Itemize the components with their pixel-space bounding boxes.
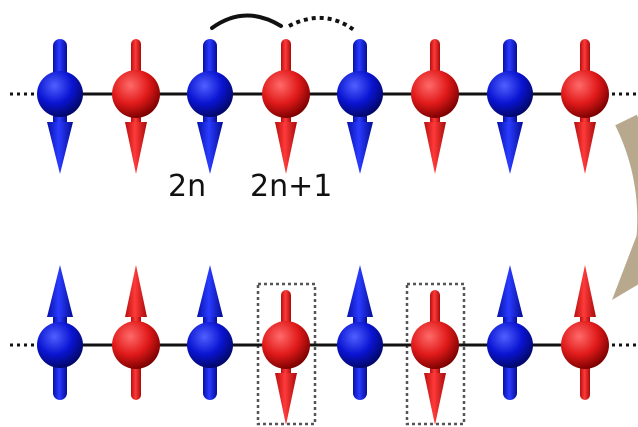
curved-transition-arrow-icon: [615, 114, 638, 257]
top-chain: [10, 39, 638, 174]
atom-sphere: [337, 71, 383, 117]
atom-sphere: [487, 71, 533, 117]
even-site: [37, 265, 83, 400]
odd-site: [112, 39, 160, 174]
atom-sphere: [262, 321, 310, 369]
atom-sphere: [337, 322, 383, 368]
spin-down-arrow-icon: [275, 122, 297, 174]
atom-sphere: [561, 70, 609, 118]
odd-site: [262, 39, 310, 174]
spin-up-arrow-icon: [125, 265, 147, 317]
even-site: [337, 265, 383, 400]
even-site: [187, 39, 233, 174]
transition-arrow: [612, 114, 638, 300]
atom-sphere: [262, 70, 310, 118]
atom-sphere: [112, 70, 160, 118]
spin-down-arrow-icon: [275, 373, 297, 425]
spin-down-arrow-icon: [424, 122, 446, 174]
spin-down-arrow-icon: [574, 122, 596, 174]
flipped-spin-box: [405, 282, 466, 426]
hopping-arc-icon: [210, 13, 283, 30]
odd-site: [262, 290, 310, 425]
spin-up-arrow-icon: [347, 265, 373, 317]
spin-down-arrow-icon: [497, 122, 523, 174]
spin-up-arrow-icon: [197, 265, 223, 317]
atom-sphere: [487, 322, 533, 368]
odd-site: [561, 39, 609, 174]
even-site: [487, 39, 533, 174]
spin-up-arrow-icon: [497, 265, 523, 317]
spin-down-arrow-icon: [47, 122, 73, 174]
spin-down-arrow-icon: [424, 373, 446, 425]
transition-arrowhead: [612, 232, 638, 300]
spin-up-arrow-icon: [47, 265, 73, 317]
odd-site: [112, 265, 160, 400]
atom-sphere: [37, 71, 83, 117]
spin-up-arrow-icon: [574, 265, 596, 317]
spin-down-arrow-icon: [197, 122, 223, 174]
site-label-2n-plus-1: 2n+1: [250, 169, 332, 204]
even-site: [37, 39, 83, 174]
atom-sphere: [411, 70, 459, 118]
atom-sphere: [187, 71, 233, 117]
spin-down-arrow-icon: [347, 122, 373, 174]
site-label-2n: 2n: [168, 169, 206, 204]
even-site: [187, 265, 233, 400]
odd-site: [561, 265, 609, 400]
atom-sphere: [112, 321, 160, 369]
atom-sphere: [561, 321, 609, 369]
flipped-spin-box: [256, 282, 317, 426]
even-site: [337, 39, 383, 174]
bottom-chain: [10, 265, 638, 425]
atom-sphere: [37, 322, 83, 368]
spin-down-arrow-icon: [125, 122, 147, 174]
atom-sphere: [411, 321, 459, 369]
hopping-arc-dotted: [288, 15, 356, 32]
odd-site: [411, 39, 459, 174]
odd-site: [411, 290, 459, 425]
even-site: [487, 265, 533, 400]
atom-sphere: [187, 322, 233, 368]
